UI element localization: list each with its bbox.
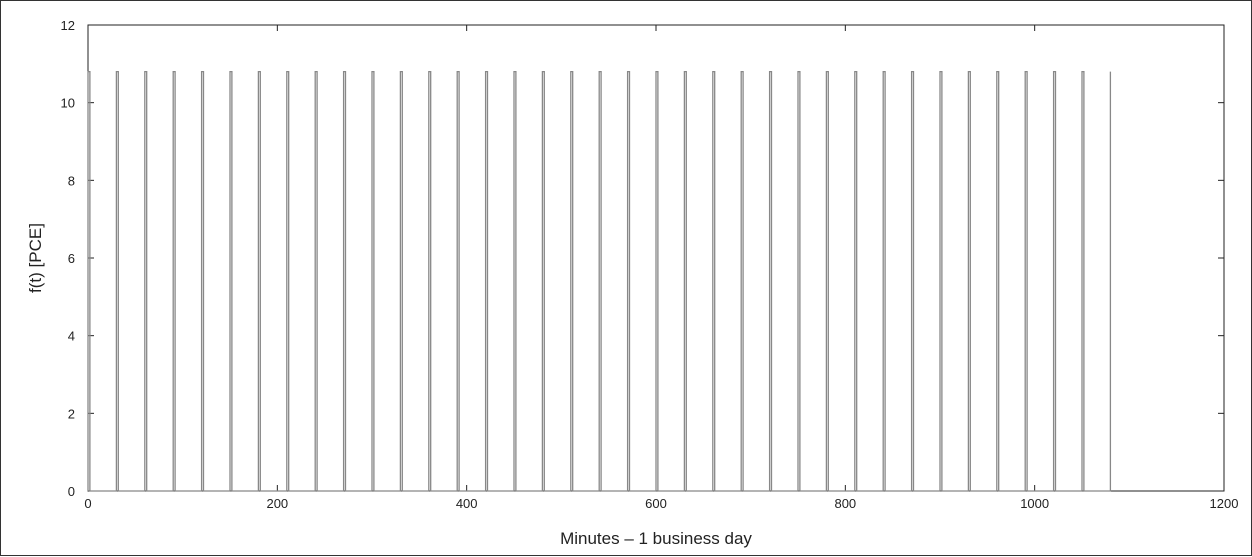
x-tick-label: 1200 xyxy=(1210,496,1239,511)
x-tick-label: 800 xyxy=(834,496,856,511)
y-tick-label: 10 xyxy=(61,96,75,111)
y-tick-label: 12 xyxy=(61,18,75,33)
x-tick-label: 200 xyxy=(266,496,288,511)
y-tick-labels: 0 2 4 6 8 10 12 xyxy=(61,18,75,499)
y-axis-label: f(t) [PCE] xyxy=(26,223,45,293)
axis-ticks xyxy=(87,24,1225,492)
y-tick-label: 8 xyxy=(68,173,75,188)
x-tick-label: 0 xyxy=(84,496,91,511)
x-axis-label: Minutes – 1 business day xyxy=(560,529,752,548)
x-tick-labels: 0 200 400 600 800 1000 1200 xyxy=(84,496,1238,511)
y-tick-label: 6 xyxy=(68,251,75,266)
series-line xyxy=(87,70,1112,492)
y-tick-label: 0 xyxy=(68,484,75,499)
x-tick-label: 1000 xyxy=(1020,496,1049,511)
y-tick-label: 2 xyxy=(68,406,75,421)
x-tick-label: 400 xyxy=(456,496,478,511)
y-tick-label: 4 xyxy=(68,329,75,344)
x-tick-label: 600 xyxy=(645,496,667,511)
